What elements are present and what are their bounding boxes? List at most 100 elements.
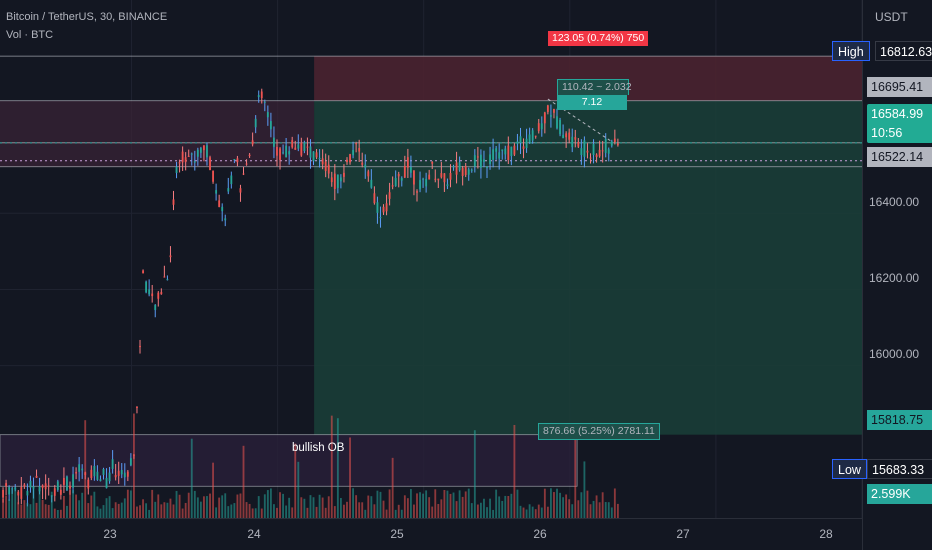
candle-body <box>193 161 196 163</box>
candle-body <box>571 136 574 148</box>
volume-bar <box>139 505 141 518</box>
symbol-legend[interactable]: Bitcoin / TetherUS, 30, BINANCE <box>6 11 168 23</box>
volume-bar <box>525 509 528 518</box>
plot-area[interactable]: Bitcoin / TetherUS, 30, BINANCE Vol · BT… <box>0 0 862 518</box>
volume-bar <box>610 507 613 518</box>
volume-bar <box>20 504 23 518</box>
volume-bar <box>403 495 406 518</box>
candle-body <box>346 159 348 163</box>
volume-bar <box>510 493 513 518</box>
high-price-tag: 16812.63 <box>875 41 932 61</box>
volume-bar <box>394 509 397 518</box>
candle-body <box>367 171 370 177</box>
order-block-box <box>0 434 578 487</box>
volume-bar <box>300 497 303 518</box>
candlestick-chart[interactable] <box>0 0 862 518</box>
candle-body <box>254 118 257 128</box>
volume-bar <box>282 493 284 518</box>
volume-bar <box>406 498 409 518</box>
candle-body <box>422 178 425 180</box>
candle-body <box>300 142 303 156</box>
candle-body <box>114 474 117 478</box>
candle-body <box>53 488 56 496</box>
volume-legend[interactable]: Vol · BTC <box>6 29 54 41</box>
candle-body <box>562 134 565 139</box>
volume-bar <box>151 489 154 518</box>
candle-body <box>99 479 102 482</box>
volume-bar <box>455 501 458 518</box>
candle-body <box>181 151 184 163</box>
candle-body <box>510 146 513 157</box>
volume-bar <box>266 490 269 518</box>
candle-body <box>528 134 531 143</box>
candle-body <box>409 166 412 173</box>
volume-bar <box>550 488 552 518</box>
candle-body <box>294 147 297 150</box>
candle-body <box>306 146 309 148</box>
candle-body <box>543 112 546 124</box>
volume-bar <box>613 488 616 518</box>
candle-body <box>233 159 236 161</box>
candle-body <box>431 161 434 164</box>
volume-bar <box>129 490 132 518</box>
volume-bar <box>53 508 56 518</box>
candle-body <box>123 472 126 478</box>
candle-body <box>406 157 409 168</box>
candle-body <box>297 144 300 149</box>
candle-body <box>108 472 111 482</box>
candle-body <box>391 185 394 187</box>
candle-body <box>172 199 175 205</box>
candle-body <box>577 142 580 147</box>
candle-body <box>352 150 355 156</box>
candle-body <box>379 217 382 219</box>
volume-bar <box>108 496 111 518</box>
volume-bar <box>145 503 148 518</box>
volume-bar <box>556 488 558 518</box>
candle-body <box>522 146 525 149</box>
volume-bar <box>355 495 358 518</box>
volume-bar <box>199 501 202 518</box>
time-tick: 27 <box>676 527 690 541</box>
candle-body <box>443 173 446 183</box>
volume-bar <box>330 415 333 518</box>
candle-body <box>446 184 449 187</box>
candle-body <box>248 154 251 157</box>
volume-bar <box>114 502 117 518</box>
volume-bar <box>227 506 230 518</box>
volume-bar <box>565 494 568 518</box>
volume-bar <box>2 498 4 518</box>
volume-bar <box>367 495 370 518</box>
candle-body <box>75 472 78 474</box>
candle-body <box>69 485 71 489</box>
volume-bar <box>327 496 330 518</box>
volume-bar <box>175 490 178 518</box>
volume-bar <box>528 504 531 518</box>
volume-bar <box>263 494 266 518</box>
candle-body <box>11 488 14 490</box>
volume-bar <box>254 508 257 518</box>
candle-body <box>598 149 601 157</box>
volume-bar <box>534 509 537 518</box>
volume-bar <box>364 509 367 518</box>
candle-body <box>38 486 41 492</box>
candle-body <box>461 167 464 176</box>
volume-bar <box>11 488 14 518</box>
volume-bar <box>117 503 120 518</box>
volume-bar <box>288 497 291 518</box>
volume-bar <box>96 506 99 518</box>
level-price-tag: 16522.14 <box>867 147 932 167</box>
candle-body <box>230 175 233 185</box>
level-price-tag: 16695.41 <box>867 77 932 97</box>
candle-body <box>196 149 199 157</box>
volume-bar <box>437 503 440 518</box>
volume-bar <box>318 494 321 518</box>
volume-bar <box>215 507 218 518</box>
volume-bar <box>248 503 251 518</box>
candle-body <box>206 145 208 158</box>
time-axis[interactable]: 23 24 25 26 27 28 <box>0 518 862 550</box>
volume-bar <box>160 504 163 518</box>
volume-bar <box>343 504 345 518</box>
volume-bar <box>470 503 473 518</box>
price-axis[interactable]: USDT 16400.00 16200.00 16000.00 16812.63… <box>862 0 932 550</box>
candle-body <box>251 140 254 145</box>
